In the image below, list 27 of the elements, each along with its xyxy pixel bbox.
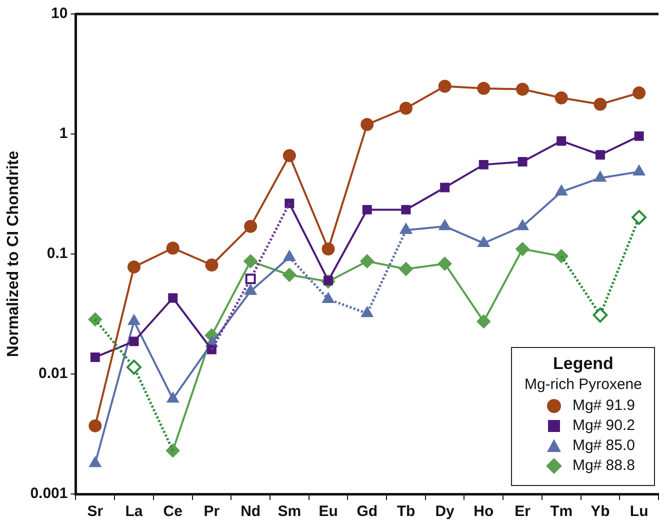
x-tick-label: Pr	[204, 503, 220, 520]
y-tick-label: 0.001	[30, 485, 68, 502]
x-tick-label: Gd	[356, 503, 378, 520]
x-tick-label: Tm	[550, 503, 573, 520]
y-tick-label: 1	[59, 125, 68, 142]
y-axis-title: Normalized to CI Chondrite	[5, 150, 22, 358]
x-tick-label: Nd	[240, 503, 261, 520]
x-tick-label: Tb	[396, 503, 416, 520]
x-tick-label: La	[125, 503, 144, 520]
x-tick-label: Ho	[474, 503, 494, 520]
y-tick-label: 10	[51, 5, 68, 22]
x-tick-label: Yb	[590, 503, 610, 520]
x-tick-label: Eu	[318, 503, 338, 520]
legend-title: Legend	[552, 354, 614, 374]
x-tick-label: Dy	[435, 503, 456, 520]
y-tick-label: 0.01	[38, 365, 68, 382]
legend-label: Mg# 91.9	[572, 397, 635, 414]
x-tick-label: Sr	[87, 503, 104, 520]
annotation: Mg-rich Pyroxene	[524, 376, 642, 393]
legend-label: Mg# 88.8	[572, 457, 635, 474]
legend-label: Mg# 90.2	[572, 417, 635, 434]
legend-label: Mg# 85.0	[572, 437, 635, 454]
y-tick-label: 0.1	[46, 245, 68, 262]
x-tick-label: Sm	[278, 503, 302, 520]
x-tick-label: Er	[514, 503, 531, 520]
x-tick-label: Ce	[163, 503, 182, 520]
x-tick-label: Lu	[630, 503, 648, 520]
